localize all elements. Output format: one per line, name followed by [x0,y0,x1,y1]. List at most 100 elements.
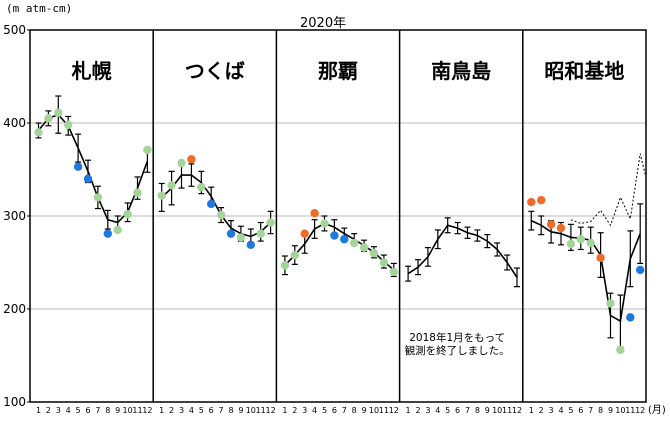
x-tick-label: 3 [302,406,307,415]
x-tick-label: 11 [379,406,389,415]
observation-point [73,162,83,171]
x-tick-label: 3 [425,406,430,415]
climatology-line [284,222,395,271]
x-tick-label: 3 [179,406,184,415]
station-label: 昭和基地 [544,59,624,83]
x-tick-label: 10 [615,406,625,415]
station-note-text: 2018年1月をもって [409,331,505,344]
x-tick-label: 12 [266,406,276,415]
y-tick-label: 500 [3,23,26,37]
observation-point [34,128,43,137]
x-tick-label: 12 [512,406,522,415]
x-tick-label: 1 [406,406,411,415]
x-tick-label: 10 [492,406,502,415]
observation-point [576,235,585,244]
observation-point [93,193,103,202]
observation-point [177,158,186,168]
station-note-text: 観測を終了しました。 [405,344,510,357]
x-tick-label: 6 [578,406,583,415]
plot-frame [29,29,647,403]
x-tick-label: 11 [256,406,266,415]
observation-point [83,174,93,183]
x-tick-label: 9 [238,406,243,415]
x-tick-label: 9 [608,406,613,415]
x-tick-label: 4 [558,406,563,415]
x-tick-label: 4 [66,406,71,415]
climatology-line [161,174,272,238]
observation-point [616,345,625,355]
observation-point [54,108,63,117]
observation-point [216,210,226,220]
x-tick-label: 12 [389,406,399,415]
x-tick-label: 10 [123,406,133,415]
observation-point [113,225,122,235]
x-tick-label: 1 [159,406,164,415]
reference-dotted-line [570,153,646,227]
observation-point [246,240,255,250]
x-tick-label: 2 [46,406,51,415]
station-label: 南鳥島 [431,59,491,83]
x-tick-label: 5 [76,406,81,415]
x-tick-label: 8 [598,406,603,415]
x-tick-label: 7 [588,406,593,415]
observation-point [330,231,339,240]
x-tick-label: 11 [502,406,512,415]
x-tick-label: 9 [115,406,120,415]
x-tick-label: 5 [322,406,327,415]
observation-point [44,114,53,123]
x-tick-label: 6 [332,406,337,415]
climatology-line [407,224,518,278]
x-tick-label: 4 [435,406,440,415]
observation-point [636,265,645,275]
x-tick-label: 9 [485,406,490,415]
observation-point [606,299,615,308]
x-tick-label: 1 [282,406,287,415]
observation-point [320,219,329,228]
observation-point [256,229,265,238]
observation-point [626,313,635,322]
observation-point [266,218,275,227]
x-tick-label: 11 [132,406,142,415]
x-tick-label: 7 [342,406,347,415]
x-tick-label: 6 [455,406,460,415]
x-tick-label: 5 [199,406,204,415]
x-tick-label: 9 [362,406,367,415]
x-tick-label: 3 [549,406,554,415]
x-tick-label: 2 [292,406,297,415]
x-tick-label: 4 [189,406,194,415]
observation-point [187,155,196,164]
climatology-line [37,113,149,224]
observation-point [63,120,73,130]
x-tick-label: 11 [625,406,635,415]
observation-point [586,238,595,248]
y-tick-label: 300 [3,209,26,223]
x-tick-label: 8 [475,406,480,415]
x-tick-label: 5 [568,406,573,415]
x-unit-label: (月) [648,405,666,416]
observation-point [226,229,236,238]
x-tick-label: 10 [369,406,379,415]
observation-point [340,235,349,244]
y-unit-label: (m atm-cm) [6,2,73,15]
observation-point [157,191,166,200]
station-label: 札幌 [71,59,112,83]
x-tick-label: 12 [142,406,152,415]
x-tick-label: 12 [635,406,645,415]
y-tick-label: 100 [3,395,26,409]
observation-point [566,239,576,249]
observation-point [207,199,216,209]
observation-point [280,261,290,270]
observation-point [556,223,566,233]
observation-point [379,258,389,267]
observation-point [596,253,605,263]
x-tick-label: 4 [312,406,317,415]
x-tick-label: 2 [415,406,420,415]
observation-point [300,229,309,238]
observation-point [359,243,369,252]
x-tick-label: 6 [209,406,214,415]
observation-point [537,195,546,205]
climatology-line [530,219,641,323]
observation-point [143,145,152,155]
observation-point [350,238,359,248]
station-label: 那覇 [318,59,358,83]
